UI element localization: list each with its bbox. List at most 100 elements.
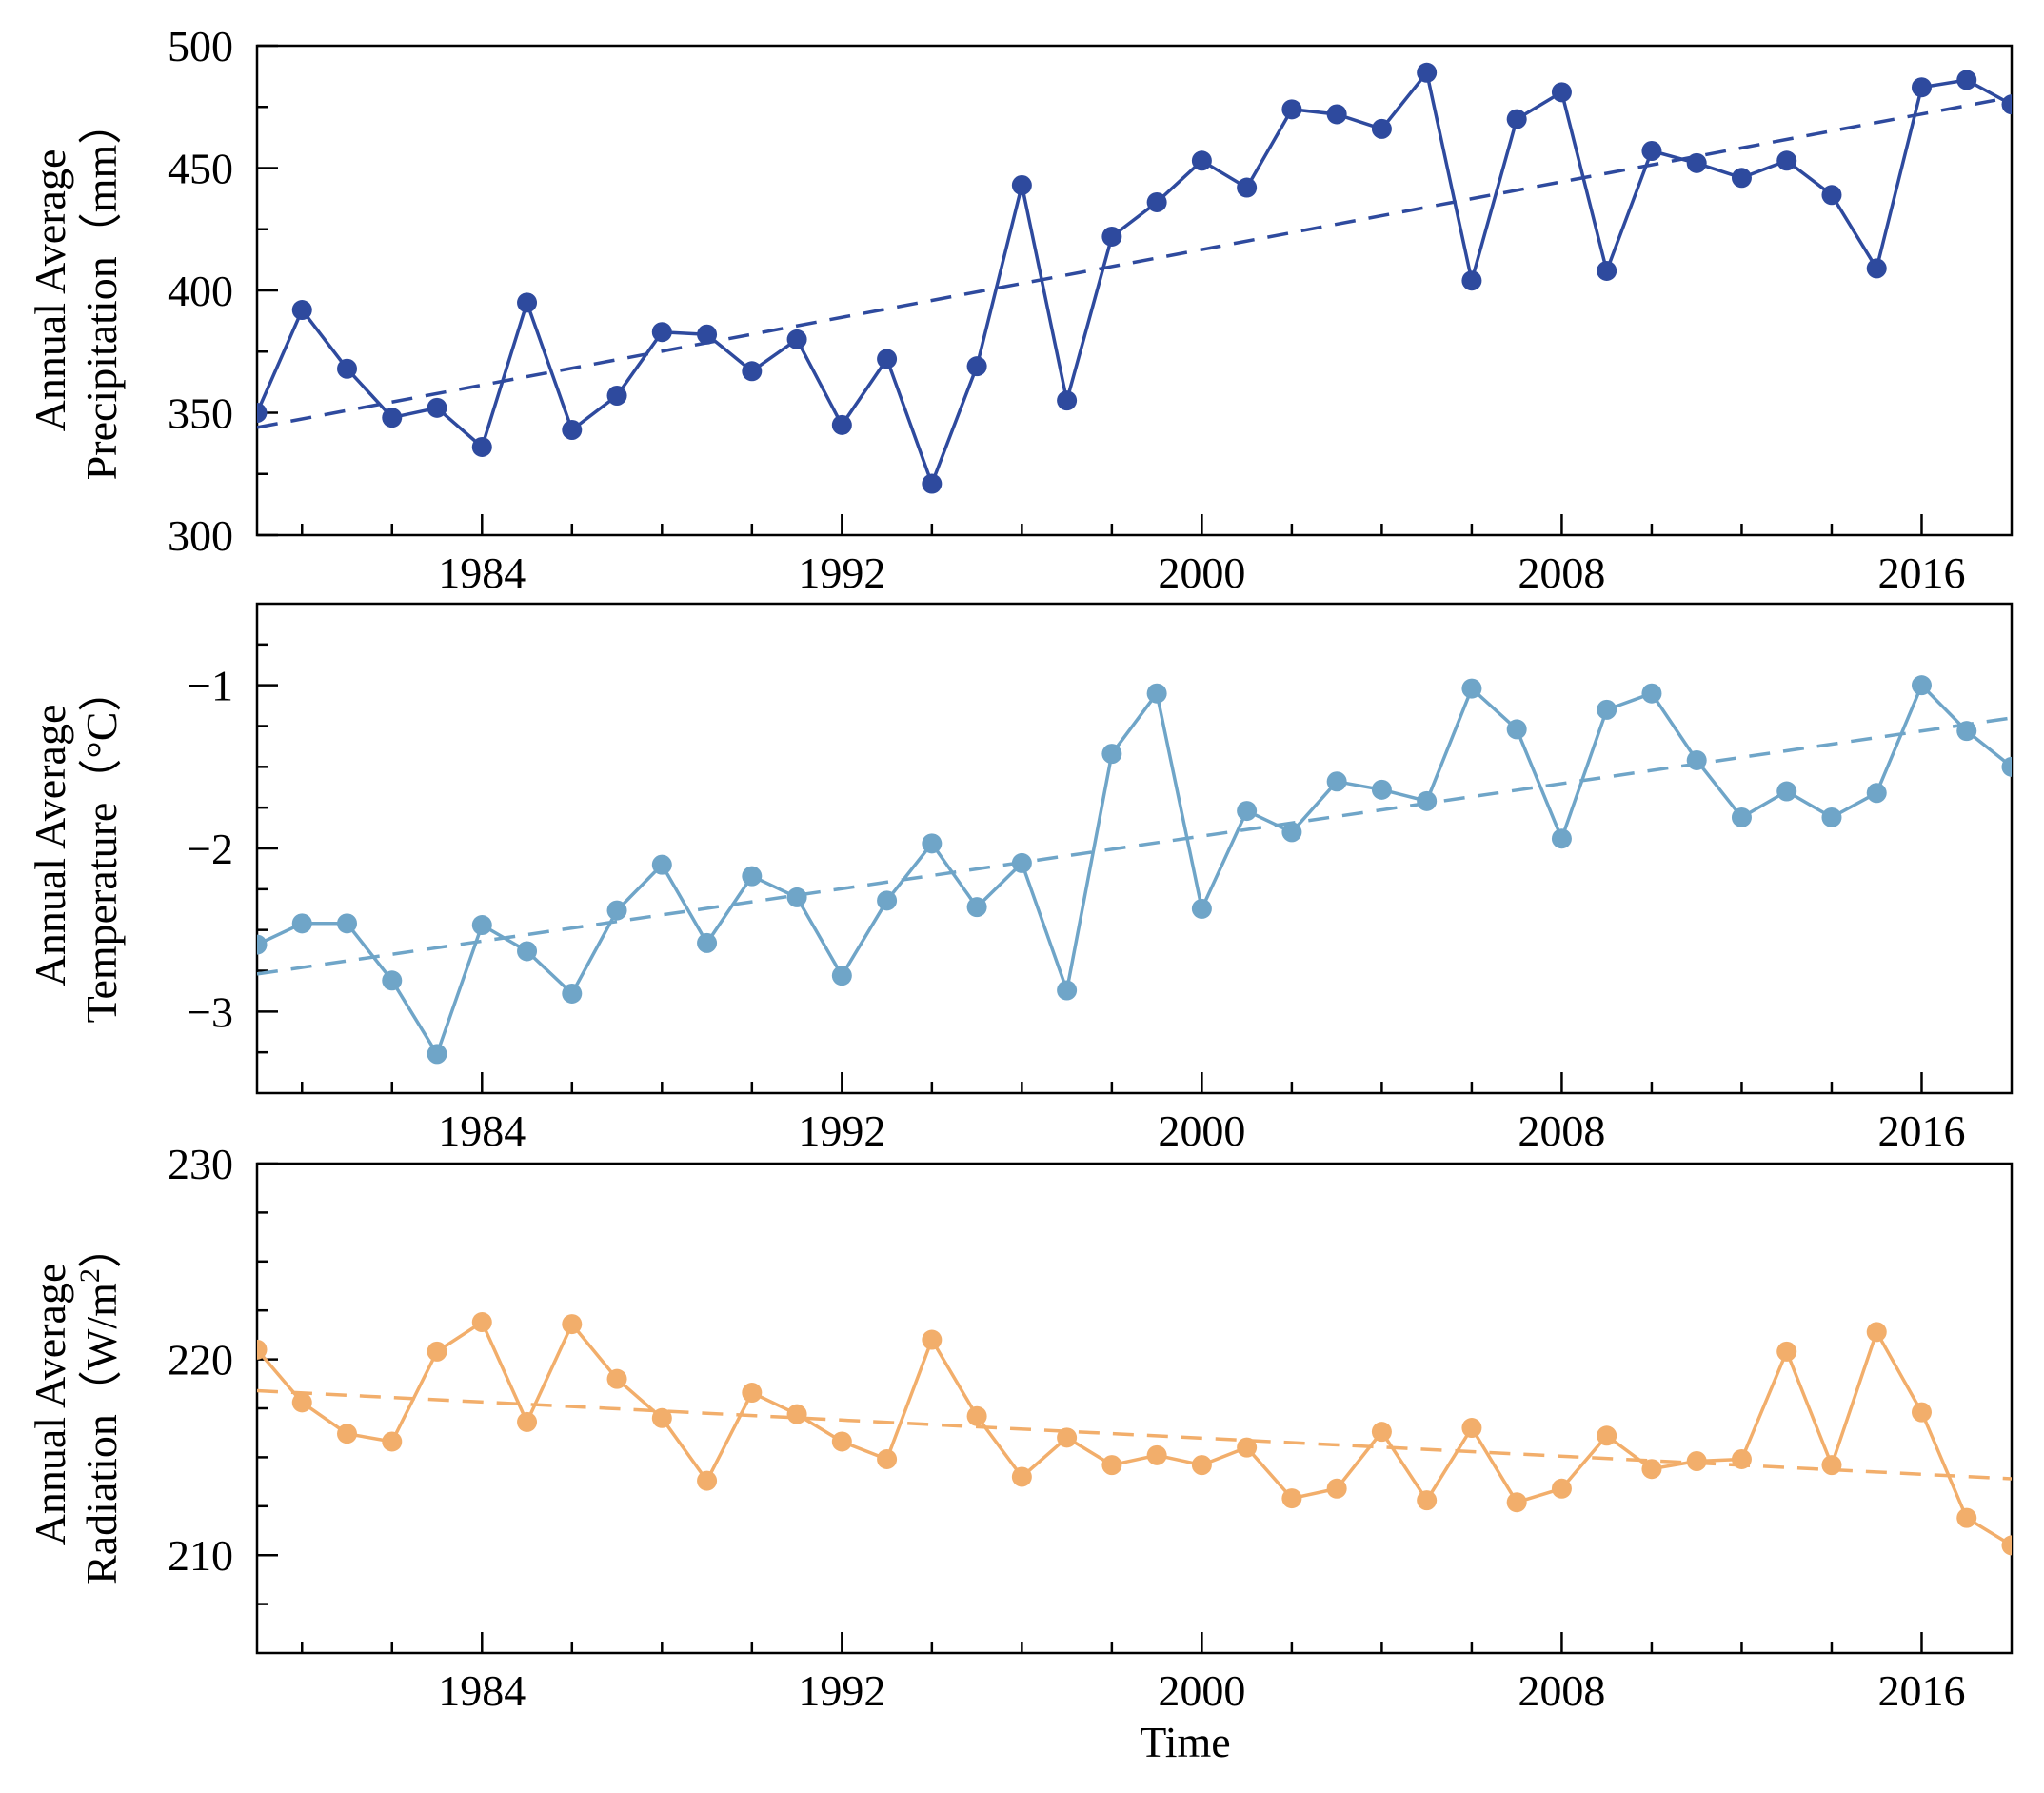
temperature-point-1983	[427, 1044, 447, 1065]
precipitation-point-2007	[1506, 109, 1527, 129]
precipitation-point-1993	[877, 349, 898, 369]
temperature-point-1986	[562, 983, 583, 1004]
radiation-point-2006	[1461, 1418, 1482, 1439]
temperature-point-2014	[1821, 807, 1842, 827]
precipitation-point-1992	[831, 414, 852, 435]
temperature-point-2018	[2001, 756, 2012, 777]
temperature-point-1982	[382, 970, 403, 991]
precipitation-point-2017	[1956, 70, 1977, 90]
precipitation-point-1999	[1146, 191, 1167, 212]
temperature-y-tick-label: −1	[187, 662, 233, 710]
temperature-point-2012	[1731, 807, 1752, 827]
precipitation-point-1994	[922, 473, 943, 494]
radiation-point-2011	[1686, 1451, 1707, 1472]
radiation-panel: Annual Average Radiation（W/m2） Time 1984…	[26, 1140, 2014, 1766]
temperature-ylabel-line1: Annual Average	[26, 705, 74, 987]
precipitation-point-1986	[562, 419, 583, 440]
temperature-series-line	[257, 683, 2012, 1056]
temperature-trend-line	[257, 716, 2012, 976]
radiation-series-group	[257, 1312, 2012, 1556]
precipitation-ylabel-line1: Annual Average	[26, 149, 74, 432]
radiation-point-1981	[337, 1424, 358, 1444]
precipitation-point-2012	[1731, 168, 1752, 189]
radiation-x-tick-label: 2000	[1158, 1666, 1245, 1715]
precipitation-ylabel-line2: Precipitation（mm）	[77, 101, 126, 481]
precipitation-point-1991	[786, 329, 807, 349]
radiation-point-1994	[922, 1329, 943, 1350]
precipitation-series-group	[257, 62, 2012, 494]
temperature-point-2000	[1191, 898, 1212, 919]
temperature-plot-frame	[255, 602, 2014, 1095]
precipitation-point-1982	[382, 408, 403, 428]
radiation-point-1997	[1057, 1427, 1078, 1448]
temperature-point-2010	[1641, 683, 1662, 704]
radiation-ylabel-end: ）	[77, 1225, 126, 1268]
radiation-trend-line	[257, 1388, 2012, 1481]
temperature-panel: Annual Average Temperature（°C） 1984 1992 2…	[26, 602, 2014, 1155]
radiation-point-1988	[651, 1407, 672, 1428]
temperature-point-1998	[1101, 744, 1122, 765]
temperature-point-1990	[742, 866, 763, 887]
temperature-point-1984	[471, 915, 492, 936]
precipitation-point-1996	[1011, 174, 1032, 195]
radiation-x-tick-label: 2008	[1518, 1666, 1605, 1715]
radiation-point-1998	[1101, 1455, 1122, 1476]
temperature-ylabel-line2: Temperature（°C）	[77, 668, 126, 1024]
radiation-point-1990	[742, 1383, 763, 1404]
temperature-point-2007	[1506, 719, 1527, 740]
temperature-point-1996	[1011, 852, 1032, 873]
radiation-x-tick-label: 1992	[798, 1666, 885, 1715]
radiation-point-2002	[1281, 1488, 1302, 1509]
radiation-point-1983	[427, 1341, 447, 1362]
precipitation-y-tick-label: 300	[168, 511, 233, 560]
temperature-series-group	[257, 675, 2012, 1065]
radiation-point-1985	[517, 1411, 538, 1432]
radiation-point-2005	[1417, 1490, 1438, 1511]
radiation-point-2016	[1911, 1402, 1932, 1423]
precipitation-point-2011	[1686, 152, 1707, 173]
radiation-point-1991	[786, 1404, 807, 1424]
precipitation-point-2005	[1417, 62, 1438, 83]
temperature-point-1997	[1057, 980, 1078, 1001]
precipitation-x-tick-label: 1992	[798, 548, 885, 597]
radiation-point-1986	[562, 1314, 583, 1335]
precipitation-point-1988	[651, 322, 672, 343]
x-axis-title: Time	[1140, 1718, 1230, 1766]
radiation-point-1999	[1146, 1444, 1167, 1465]
temperature-point-1995	[966, 897, 987, 918]
radiation-point-2015	[1866, 1322, 1887, 1343]
precipitation-point-2008	[1551, 82, 1572, 103]
temperature-point-1992	[831, 966, 852, 986]
precipitation-point-1990	[742, 361, 763, 382]
precipitation-point-1997	[1057, 390, 1078, 411]
temperature-point-1980	[291, 913, 312, 934]
radiation-ylabel-sup: 2	[74, 1268, 106, 1283]
precipitation-x-tick-label: 2000	[1158, 548, 1245, 597]
radiation-point-1982	[382, 1431, 403, 1452]
temperature-point-2004	[1371, 779, 1392, 800]
radiation-x-tick-label: 2016	[1877, 1666, 1965, 1715]
precipitation-point-2003	[1326, 104, 1347, 125]
precipitation-point-1983	[427, 397, 447, 418]
precipitation-point-1987	[606, 386, 627, 407]
temperature-x-tick-label: 1984	[438, 1106, 526, 1155]
temperature-y-tick-label: −3	[187, 987, 233, 1036]
radiation-point-2014	[1821, 1455, 1842, 1476]
radiation-point-2012	[1731, 1448, 1752, 1469]
precipitation-point-2001	[1237, 177, 1258, 198]
radiation-ylabel-base: Radiation（W/m	[77, 1283, 126, 1584]
precipitation-y-tick-label: 500	[168, 22, 233, 70]
precipitation-point-2004	[1371, 118, 1392, 139]
precipitation-point-2018	[2001, 94, 2012, 115]
temperature-x-tick-label: 2008	[1518, 1106, 1605, 1155]
temperature-point-2001	[1237, 801, 1258, 822]
radiation-point-1989	[697, 1470, 718, 1491]
radiation-point-2009	[1597, 1425, 1617, 1446]
precipitation-x-tick-label: 1984	[438, 548, 526, 597]
radiation-point-1993	[877, 1448, 898, 1469]
temperature-point-1999	[1146, 683, 1167, 704]
precipitation-point-1995	[966, 356, 987, 377]
radiation-point-2010	[1641, 1459, 1662, 1480]
temperature-point-2009	[1597, 699, 1617, 720]
